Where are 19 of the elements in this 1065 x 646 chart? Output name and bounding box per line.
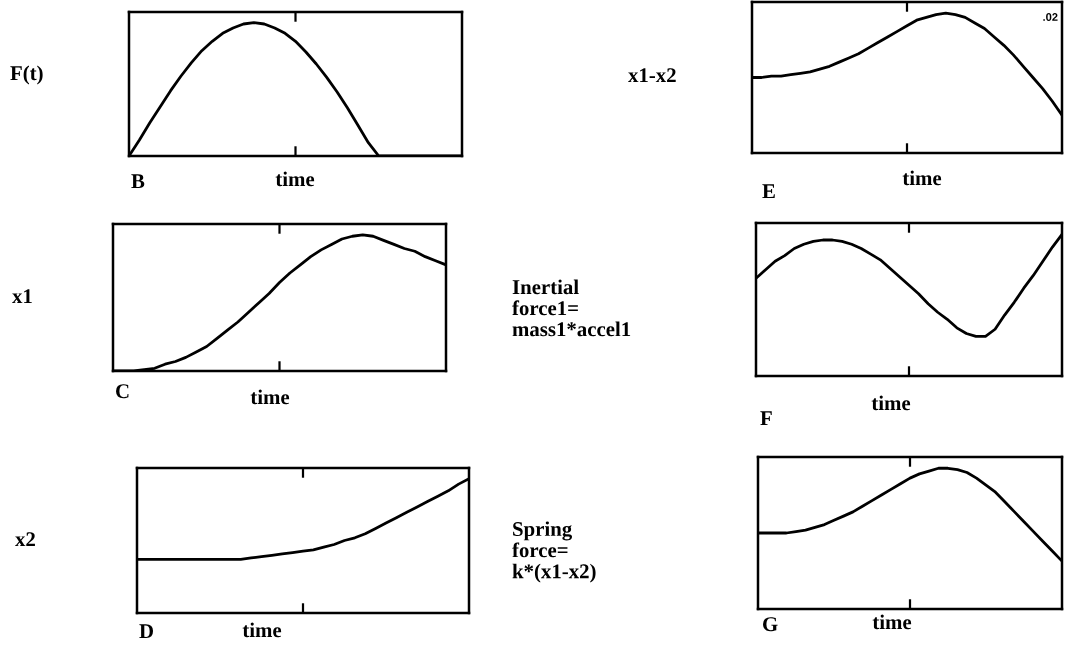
text: G bbox=[763, 617, 778, 632]
y-axis-title: x1-x2 bbox=[628, 68, 676, 83]
text: E bbox=[762, 184, 775, 199]
y-axis-title: x1 bbox=[12, 289, 32, 304]
text: B bbox=[131, 174, 145, 189]
text: F bbox=[760, 411, 772, 426]
y-axis-title: F(t) bbox=[10, 65, 43, 85]
y-axis-title: x2 bbox=[15, 532, 35, 547]
x-axis-title: time bbox=[902, 170, 942, 186]
text: C bbox=[116, 384, 129, 399]
y-axis-title: Spring force= k*(x1-x2) bbox=[512, 521, 596, 583]
x-axis-title: time bbox=[872, 614, 912, 630]
x-axis-title: time bbox=[275, 171, 315, 187]
x-axis-title: time bbox=[871, 395, 911, 411]
y-axis-title: Inertial force1= mass1*accel1 bbox=[512, 279, 631, 337]
annotation: .02 bbox=[1043, 13, 1058, 21]
x-axis-title: time bbox=[242, 622, 282, 638]
text: D bbox=[139, 624, 154, 639]
x-axis-title: time bbox=[250, 389, 290, 405]
